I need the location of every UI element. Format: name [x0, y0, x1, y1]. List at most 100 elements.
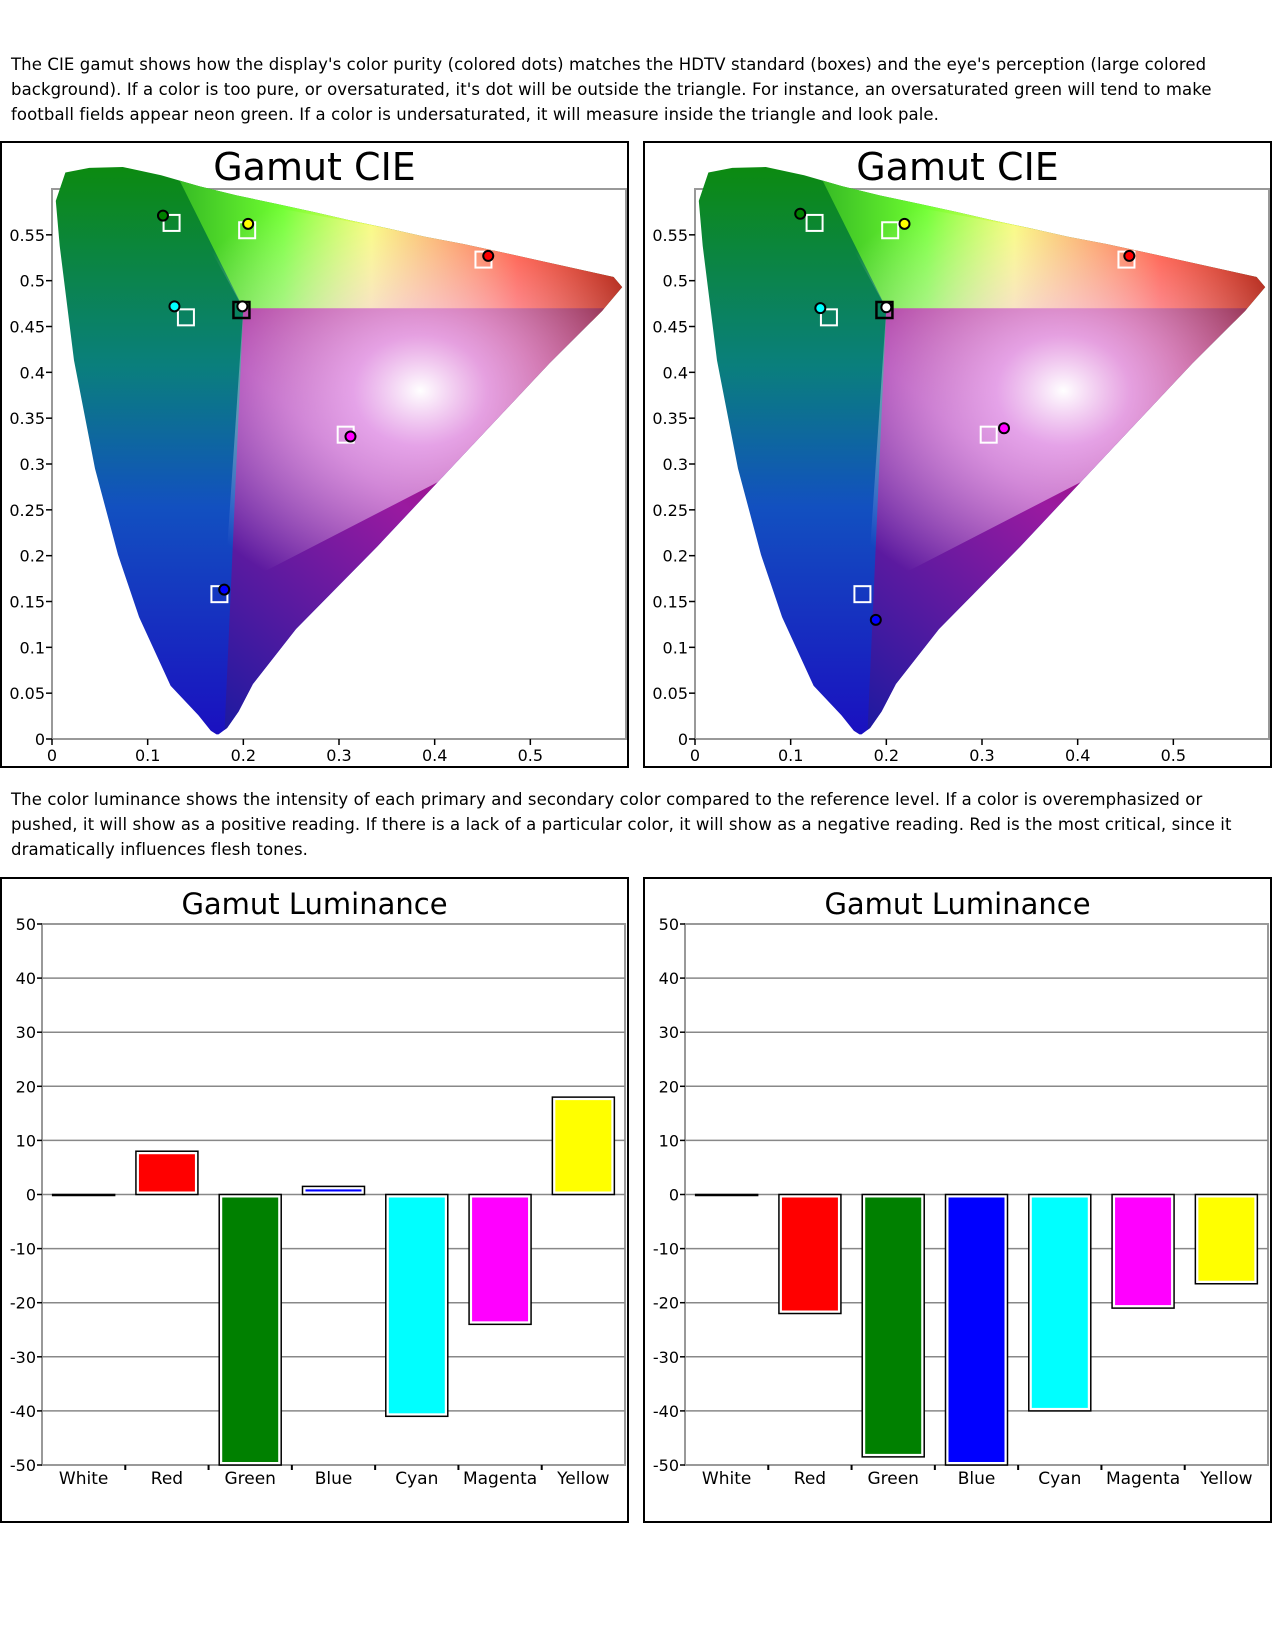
- y-tick-label: 0.5: [663, 272, 688, 291]
- bar-magenta: [1111, 1193, 1175, 1309]
- x-tick-label: Yellow: [556, 1469, 609, 1489]
- x-tick-label: Yellow: [1199, 1469, 1252, 1489]
- x-tick-label: 0.2: [231, 746, 256, 765]
- measured-dot-yellow: [242, 217, 255, 230]
- bar-fill: [948, 1197, 1005, 1462]
- cie-chart-panel-right: Gamut CIE 0 0.05 0.1 0.15 0.2 0.25 0.3 0.35 0.4 0…: [643, 141, 1272, 768]
- x-tick-label: 0.1: [135, 746, 160, 765]
- y-tick-label: 10: [16, 1131, 36, 1150]
- y-tick-label: 0.15: [9, 593, 45, 612]
- luminance-chart-svg: 50 40 30 20 10 0 -10 -20 -30 -40 -50 White Red Green B…: [10, 915, 626, 1489]
- x-tick-label: Magenta: [1106, 1469, 1180, 1489]
- x-tick-label: 0.5: [518, 746, 543, 765]
- y-tick-label: -40: [653, 1402, 679, 1421]
- y-tick-label: 0.35: [652, 409, 688, 428]
- bar-fill: [388, 1197, 445, 1414]
- y-tick-label: 0.2: [663, 547, 688, 566]
- bar-blue: [944, 1193, 1009, 1466]
- y-tick-label: -50: [653, 1456, 679, 1475]
- y-tick-label: 0: [678, 730, 688, 749]
- measured-dot-white: [880, 301, 893, 314]
- y-tick-label: 0.1: [663, 638, 688, 657]
- y-tick-label: -20: [10, 1294, 36, 1313]
- y-tick-label: 20: [16, 1077, 36, 1096]
- bar-outline: [694, 1193, 759, 1197]
- bar-red: [135, 1150, 199, 1196]
- measured-dot-yellow: [898, 217, 911, 230]
- target-box: [853, 585, 872, 604]
- luminance-chart-panel-left: Gamut Luminance 50 40 30 20 10 0 -10 -20 -30 -40 -…: [0, 877, 629, 1523]
- measured-dot-blue: [869, 613, 882, 626]
- target-box: [176, 308, 195, 327]
- y-tick-label: 30: [16, 1023, 36, 1042]
- y-tick-label: 20: [659, 1077, 679, 1096]
- y-tick-label: 0.15: [652, 593, 688, 612]
- bar-fill: [1198, 1197, 1255, 1281]
- bar-fill: [781, 1197, 838, 1311]
- bar-fill: [865, 1197, 922, 1454]
- measured-dot-red: [482, 249, 495, 262]
- bar-fill: [305, 1189, 362, 1192]
- chart-title: Gamut Luminance: [824, 887, 1091, 921]
- cie-chart-svg: 0 0.05 0.1 0.15 0.2 0.25 0.3 0.35 0.4 0.45 0.5 0.55…: [9, 167, 627, 765]
- y-tick-label: 0.2: [20, 547, 45, 566]
- y-tick-label: 40: [16, 969, 36, 988]
- x-tick-label: White: [702, 1469, 751, 1489]
- y-tick-label: 0.5: [20, 272, 45, 291]
- x-tick-label: 0.3: [969, 746, 994, 765]
- x-tick-label: Cyan: [1038, 1469, 1081, 1489]
- x-tick-label: Magenta: [463, 1469, 537, 1489]
- chart-title: Gamut CIE: [213, 145, 416, 189]
- measured-dot-white: [236, 300, 249, 313]
- measured-dot-magenta: [998, 422, 1011, 435]
- bar-fill: [472, 1197, 529, 1322]
- bar-white: [51, 1193, 116, 1197]
- measured-dot-red: [1123, 249, 1136, 262]
- y-tick-label: 0: [26, 1186, 36, 1205]
- y-tick-label: 0.25: [652, 501, 688, 520]
- y-tick-label: 0.35: [9, 409, 45, 428]
- x-tick-label: 0: [690, 746, 700, 765]
- y-tick-label: 50: [16, 915, 36, 934]
- y-tick-label: 0.25: [9, 501, 45, 520]
- bar-fill: [1115, 1197, 1172, 1306]
- chart-title: Gamut CIE: [856, 145, 1059, 189]
- cie-description: The CIE gamut shows how the display's co…: [11, 55, 1212, 124]
- x-tick-label: 0.4: [1065, 746, 1090, 765]
- x-tick-label: White: [59, 1469, 108, 1489]
- luminance-chart-svg: 50 40 30 20 10 0 -10 -20 -30 -40 -50 White Red Green B…: [653, 915, 1269, 1489]
- bar-fill: [1031, 1197, 1088, 1408]
- cie-region-center: [819, 189, 1266, 593]
- bar-magenta: [468, 1193, 532, 1326]
- bar-green: [218, 1193, 282, 1466]
- y-tick-label: 0.05: [9, 684, 45, 703]
- bar-green: [861, 1193, 925, 1458]
- bar-yellow: [1194, 1193, 1259, 1285]
- target-box: [881, 221, 900, 240]
- measured-dot-magenta: [344, 430, 357, 443]
- y-tick-label: -30: [10, 1348, 36, 1367]
- y-tick-label: 0: [35, 730, 45, 749]
- measured-dot-cyan: [814, 302, 827, 315]
- y-tick-label: 0.05: [652, 684, 688, 703]
- bar-fill: [555, 1100, 612, 1192]
- x-tick-label: 0.1: [778, 746, 803, 765]
- cie-chart-svg: 0 0.05 0.1 0.15 0.2 0.25 0.3 0.35 0.4 0.45 0.5 0.55…: [652, 167, 1270, 765]
- y-tick-label: 0.45: [652, 318, 688, 337]
- y-tick-label: 0.3: [663, 455, 688, 474]
- cie-chart-panel-left: Gamut CIE 0 0.05 0.1 0.15 0.2 0.25 0.3 0.35 0.4 0…: [0, 141, 629, 768]
- chart-title: Gamut Luminance: [181, 887, 448, 921]
- cie-region-center: [176, 189, 623, 593]
- x-tick-label: 0.4: [422, 746, 447, 765]
- bar-fill: [222, 1197, 279, 1462]
- x-tick-label: Green: [224, 1469, 275, 1489]
- measured-dot-green: [156, 209, 169, 222]
- target-box: [819, 308, 838, 327]
- target-box: [162, 213, 181, 232]
- x-tick-label: 0.3: [326, 746, 351, 765]
- y-tick-label: -10: [10, 1240, 36, 1259]
- y-tick-label: 40: [659, 969, 679, 988]
- x-tick-label: Blue: [315, 1469, 353, 1489]
- y-tick-label: 10: [659, 1131, 679, 1150]
- y-tick-label: -20: [653, 1294, 679, 1313]
